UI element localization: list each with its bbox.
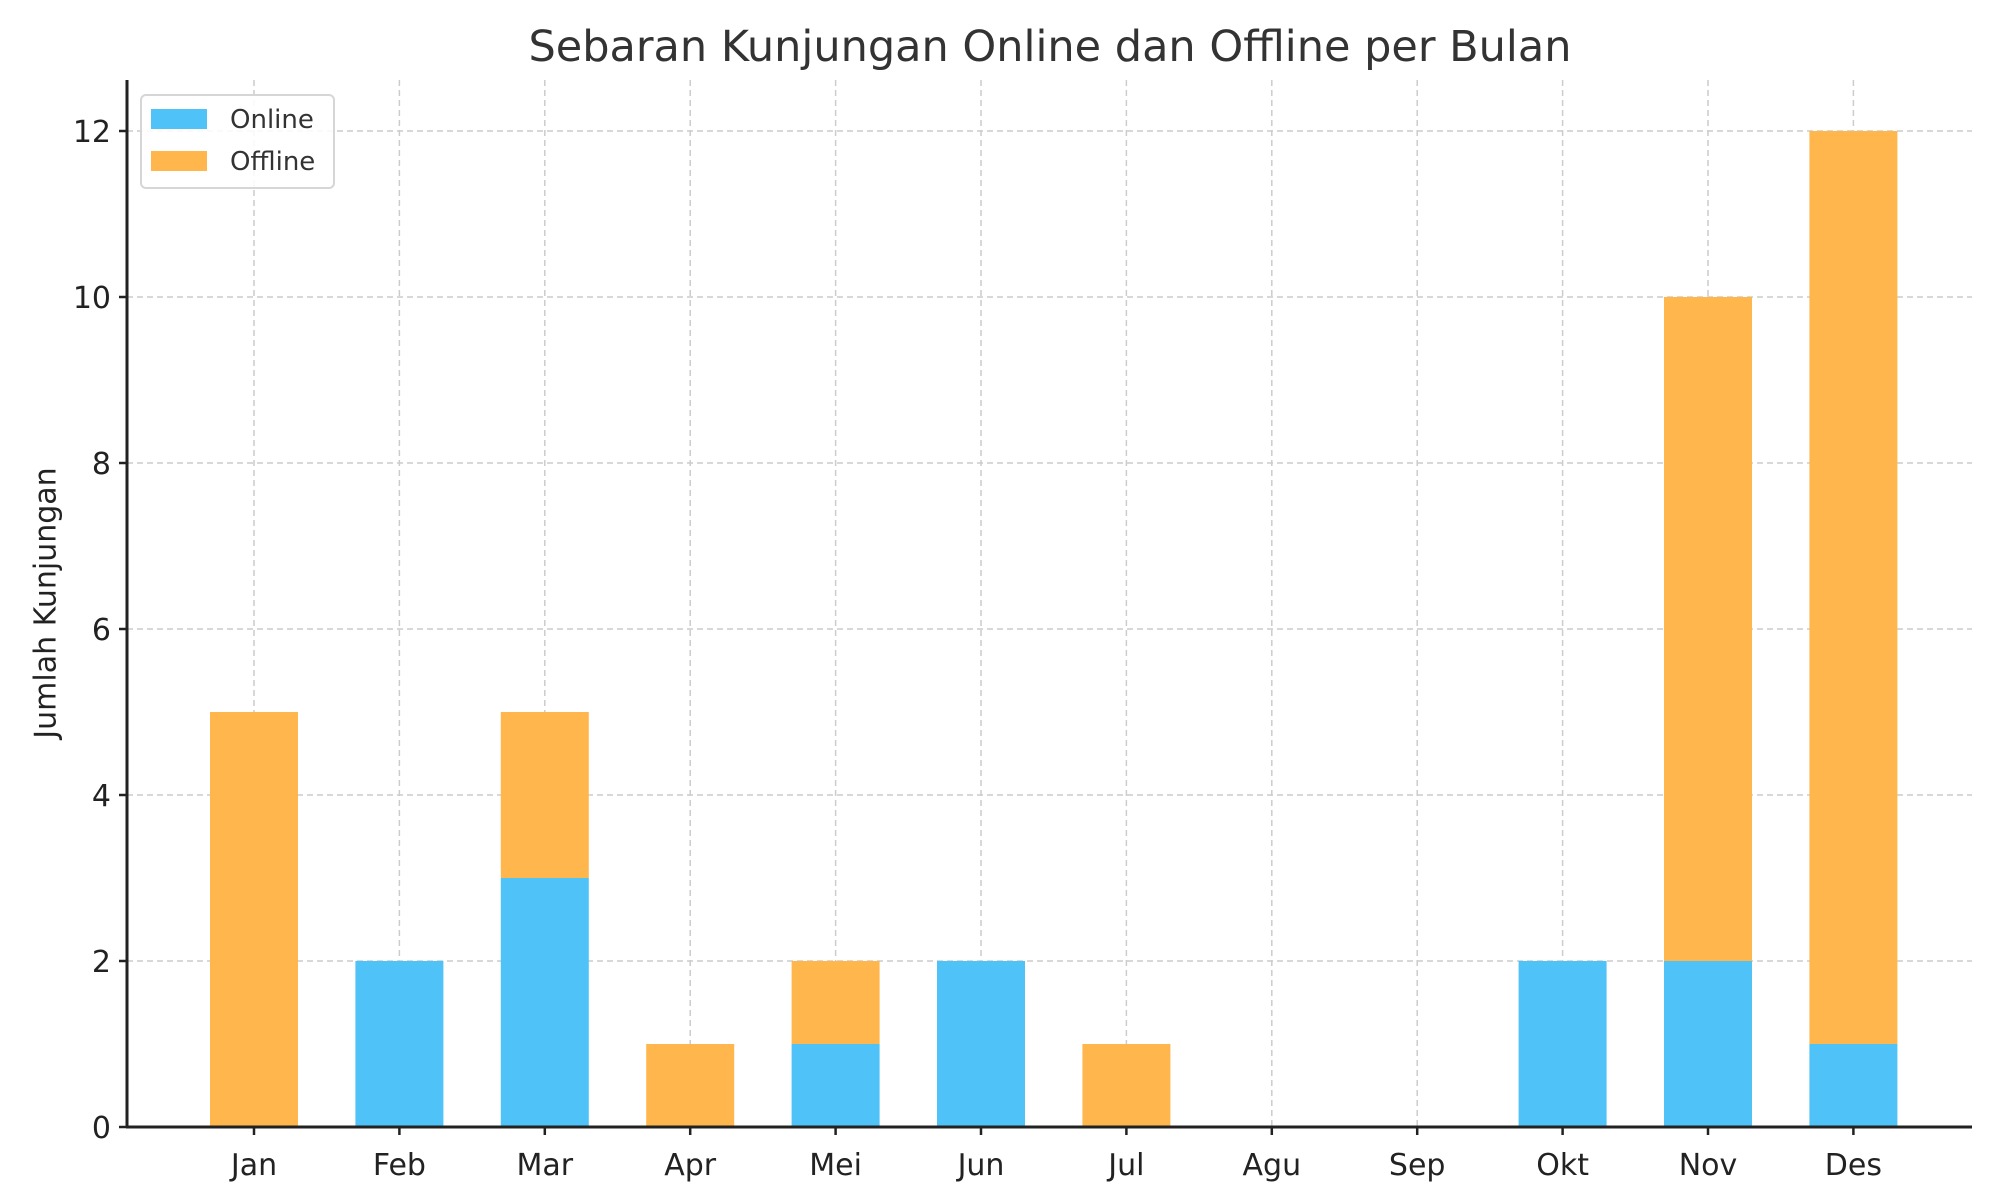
bar-offline-mei: [791, 961, 880, 1044]
bar-online-okt: [1518, 961, 1607, 1127]
y-tick-label: 10: [73, 281, 111, 316]
bar-offline-apr: [646, 1044, 735, 1127]
x-tick-label: Agu: [1243, 1148, 1302, 1183]
y-tick-label: 6: [92, 613, 111, 648]
bar-offline-jan: [210, 712, 298, 1127]
gridlines: [127, 80, 1972, 1127]
y-tick-label: 4: [92, 779, 111, 814]
chart-title: Sebaran Kunjungan Online dan Offline per…: [528, 22, 1572, 72]
bar-offline-jul: [1082, 1044, 1171, 1127]
bar-offline-des: [1809, 131, 1898, 1044]
x-tick-label: Jan: [229, 1148, 277, 1183]
x-tick-label: Mei: [809, 1148, 862, 1183]
bar-online-des: [1809, 1044, 1898, 1127]
bars: [210, 131, 1898, 1127]
legend-label-online: Online: [230, 105, 314, 135]
bar-online-nov: [1664, 961, 1752, 1127]
y-tick-label: 2: [92, 945, 111, 980]
bar-online-mei: [791, 1044, 880, 1127]
legend-swatch-offline: [151, 151, 207, 171]
x-tick-label: Sep: [1389, 1148, 1446, 1183]
x-tick-label: Des: [1825, 1148, 1882, 1183]
y-tick-label: 12: [73, 115, 111, 150]
legend-label-offline: Offline: [230, 147, 315, 177]
legend-swatch-online: [151, 109, 207, 129]
legend: Online Offline: [140, 94, 335, 189]
y-tick-label: 0: [92, 1111, 111, 1146]
bar-offline-nov: [1664, 297, 1752, 961]
y-tick-label: 8: [92, 447, 111, 482]
x-tick-label: Jul: [1106, 1148, 1144, 1183]
x-tick-label: Jun: [956, 1148, 1005, 1183]
bar-online-mar: [500, 878, 589, 1127]
x-tick-label: Nov: [1679, 1148, 1738, 1183]
bar-online-jun: [937, 961, 1025, 1127]
x-tick-label: Okt: [1536, 1148, 1589, 1183]
x-tick-label: Feb: [373, 1148, 426, 1183]
x-tick-label: Mar: [516, 1148, 573, 1183]
bar-online-feb: [355, 961, 444, 1127]
axes: 0 2 4 6 8 10 12 Jan Feb Mar Apr Mei Jun Jul Agu Sep Okt N…: [73, 80, 1972, 1183]
x-tick-label: Apr: [664, 1148, 717, 1183]
bar-offline-mar: [500, 712, 589, 878]
